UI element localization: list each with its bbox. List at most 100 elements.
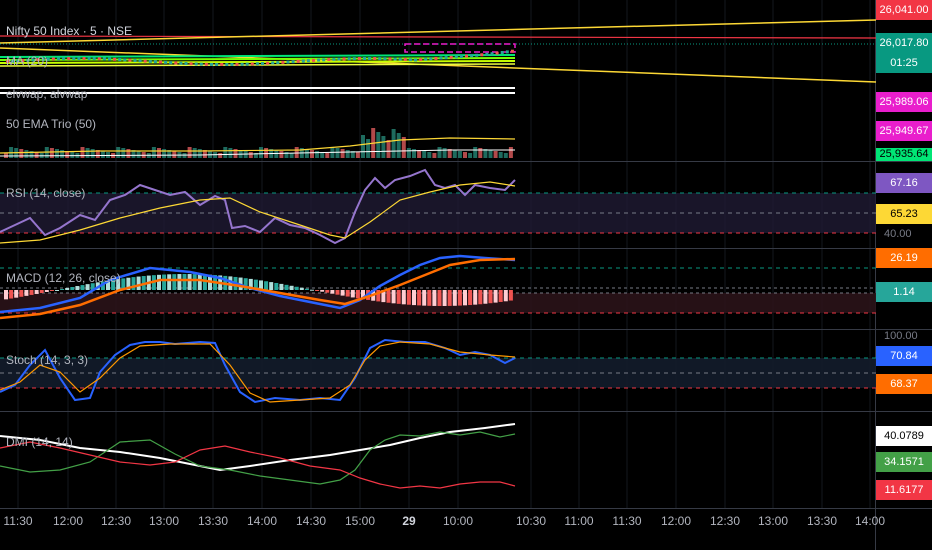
candle: [240, 62, 244, 66]
rsi-indicator-label[interactable]: RSI (14, close): [6, 186, 86, 200]
volume-bar: [340, 149, 345, 158]
candle: [82, 57, 86, 61]
candle: [194, 62, 198, 66]
volume-bar: [478, 148, 483, 158]
macd-value-tag: 26.19: [876, 248, 932, 268]
volume-bar: [396, 133, 401, 158]
candle: [444, 56, 448, 60]
macd-histogram-bar: [468, 290, 473, 306]
candle: [459, 55, 463, 59]
volume-bar: [264, 148, 269, 158]
macd-histogram-bar: [202, 274, 207, 290]
volume-bar: [60, 150, 65, 158]
macd-histogram-bar: [299, 287, 304, 290]
volume-bar: [345, 150, 350, 158]
stoch-indicator-label[interactable]: Stoch (14, 3, 3): [6, 353, 89, 367]
volume-bar: [218, 153, 223, 158]
dmi-minus-value-tag: 11.6177: [876, 480, 932, 500]
volume-bar: [85, 148, 90, 158]
rsi-ma-value-tag: 65.23: [876, 204, 932, 224]
macd-histogram-bar: [80, 285, 85, 290]
volume-bar: [335, 148, 340, 158]
symbol-title[interactable]: Nifty 50 Index · 5 · NSE: [6, 24, 133, 38]
dmi-minus-line: [0, 441, 516, 489]
candle: [470, 54, 474, 58]
volume-bar: [55, 149, 59, 158]
stoch-pane[interactable]: [0, 338, 876, 404]
candle: [97, 57, 101, 61]
macd-indicator-label[interactable]: MACD (12, 26, close): [6, 271, 121, 285]
stoch-d-line: [0, 341, 516, 403]
volume-bar: [325, 153, 330, 158]
candle: [408, 58, 412, 62]
candle: [179, 61, 183, 65]
macd-histogram-bar: [85, 284, 90, 290]
candle: [174, 61, 178, 65]
candle: [51, 57, 55, 61]
macd-pane[interactable]: [0, 254, 876, 320]
volume-bar: [468, 153, 473, 158]
macd-histogram-bar: [493, 290, 498, 303]
macd-signal-line: [0, 257, 516, 320]
macd-histogram-bar: [325, 290, 330, 293]
candle: [72, 57, 76, 61]
macd-histogram-bar: [483, 290, 488, 304]
volume-bar: [259, 147, 263, 158]
volume-bar: [116, 147, 121, 158]
macd-histogram-bar: [315, 290, 320, 291]
macd-histogram-bar: [136, 276, 141, 290]
macd-histogram-bar: [376, 290, 381, 302]
macd-histogram-bar: [55, 290, 59, 291]
volume-bar: [304, 149, 309, 158]
macd-histogram-bar: [197, 274, 202, 290]
volume-bar: [427, 152, 432, 158]
stoch-d-value-tag: 68.37: [876, 374, 932, 394]
vwap-indicator-label[interactable]: elvwap, alvwap: [6, 87, 88, 101]
volume-bar: [320, 152, 325, 158]
candle: [342, 57, 346, 61]
candle: [454, 55, 458, 59]
volume-bar: [162, 149, 167, 158]
macd-histogram-bar: [350, 290, 355, 298]
volume-bar: [488, 150, 493, 158]
grid-lines: [17, 0, 871, 508]
candle: [296, 59, 300, 63]
volume-bar: [274, 150, 279, 158]
macd-histogram-bar: [253, 279, 258, 290]
ma-indicator-label[interactable]: MA (20): [6, 54, 49, 68]
price-pane[interactable]: [0, 19, 877, 158]
volume-bar: [70, 152, 75, 158]
macd-histogram-bar: [34, 290, 39, 294]
ema-indicator-label[interactable]: 50 EMA Trio (50): [6, 117, 97, 131]
vwap-lines: [0, 87, 515, 94]
rsi-pane[interactable]: [0, 168, 876, 245]
candle: [363, 57, 366, 61]
macd-histogram-bar: [473, 290, 478, 305]
macd-histogram-bar: [44, 290, 49, 292]
candle: [505, 50, 509, 54]
macd-histogram-bar: [452, 290, 457, 306]
macd-histogram-bar: [126, 277, 131, 290]
candle: [312, 58, 315, 62]
time-axis-label: 10:30: [515, 514, 547, 528]
price-tag-resistance: 26,041.00: [876, 0, 932, 20]
price-tag-countdown: 01:25: [876, 53, 932, 73]
price-tag-vwap-1: 25,989.06: [876, 92, 932, 112]
candle: [87, 57, 91, 61]
candle: [327, 58, 331, 62]
time-axis-label: 15:00: [344, 514, 376, 528]
dmi-pane[interactable]: [0, 423, 516, 489]
price-tag-last: 26,017.80: [876, 33, 932, 53]
volume-bar: [233, 149, 238, 158]
dmi-indicator-label[interactable]: DMI (14, 14): [6, 435, 73, 449]
candle: [465, 54, 468, 58]
macd-histogram-bar: [310, 289, 314, 291]
volume-bar: [508, 147, 513, 158]
time-axis-label: 14:00: [246, 514, 278, 528]
dmi-plus-value-tag: 34.1571: [876, 452, 932, 472]
volume-bar: [228, 148, 233, 158]
time-axis-label: 11:30: [612, 514, 642, 528]
macd-histogram-bar: [116, 279, 121, 290]
volume-bar: [310, 150, 314, 158]
